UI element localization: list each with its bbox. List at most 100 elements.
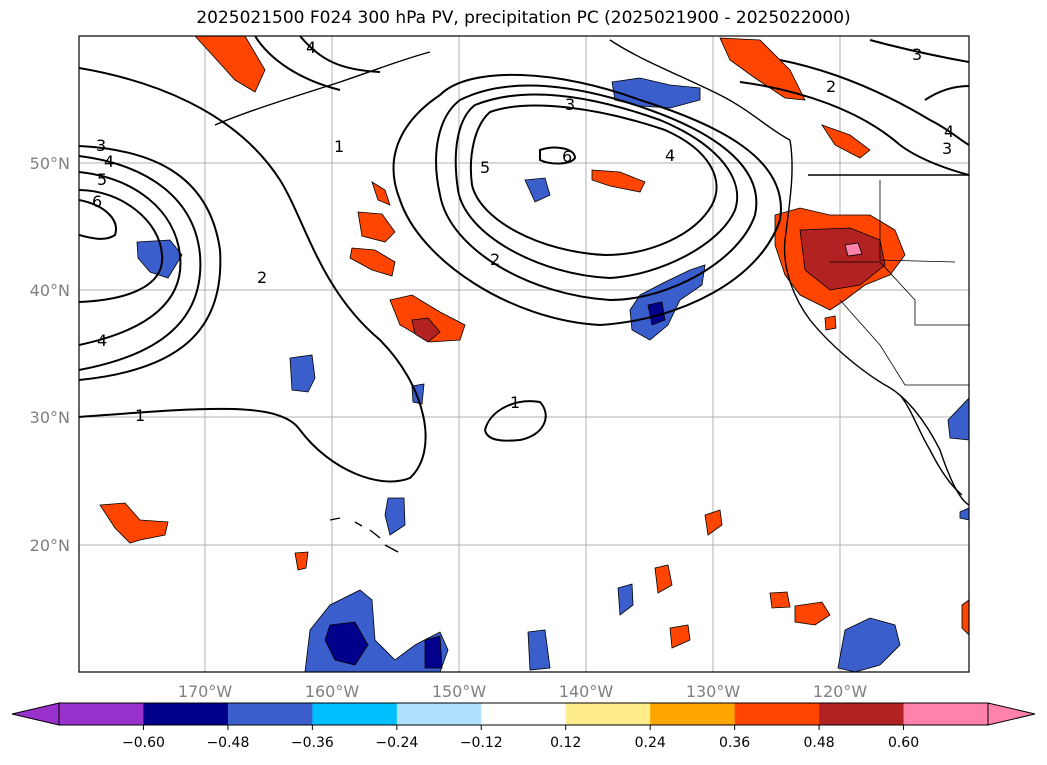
lat-label-30n: 30°N xyxy=(30,408,70,427)
state-borders-2 xyxy=(830,261,969,326)
lon-label-120w: 120°W xyxy=(813,682,868,701)
contour-label: 2 xyxy=(826,77,836,96)
colorbar-tick-label: −0.12 xyxy=(460,735,503,751)
colorbar-tick-label: 0.60 xyxy=(888,735,919,751)
contour-label: 5 xyxy=(480,158,490,177)
map-title: 2025021500 F024 300 hPa PV, precipitatio… xyxy=(196,8,851,28)
border-us-mexico xyxy=(839,299,969,386)
colorbar-tick-label: 0.12 xyxy=(550,735,581,751)
colorbar-segment xyxy=(565,703,651,725)
pv-contour-2b xyxy=(392,73,782,327)
lon-label-170w: 170°W xyxy=(178,682,233,701)
precip-blob xyxy=(289,354,316,393)
colorbar-tick-label: −0.60 xyxy=(122,735,165,751)
precip-blob xyxy=(384,497,406,536)
coastline-aleutians xyxy=(214,51,431,126)
contour-label: 1 xyxy=(135,406,145,425)
colorbar-tick-label: 0.24 xyxy=(635,735,666,751)
precip-blob-strong xyxy=(424,635,443,669)
colorbar-extend-high xyxy=(987,702,1036,726)
lon-label-140w: 140°W xyxy=(559,682,614,701)
colorbar-segment xyxy=(59,703,144,725)
contour-label: 2 xyxy=(257,268,267,287)
pv-contour-ne-2 xyxy=(779,59,969,146)
pv-contour-ne-3 xyxy=(869,39,969,63)
colorbar-segment xyxy=(227,703,313,725)
lat-label-40n: 40°N xyxy=(30,281,70,300)
coastline-baja xyxy=(899,394,963,496)
precip-blob xyxy=(136,239,183,279)
colorbar-segment xyxy=(481,703,567,725)
coastline-north-america xyxy=(783,139,969,506)
pv-contour-5 xyxy=(79,189,164,303)
precip-blob xyxy=(591,169,646,193)
precip-blob xyxy=(947,397,969,441)
colorbar-frame xyxy=(58,702,989,726)
pv-contour-6 xyxy=(79,199,117,240)
contour-label: 5 xyxy=(97,170,107,189)
colorbar-tick-label: −0.24 xyxy=(375,735,418,751)
precip-blob xyxy=(769,591,791,609)
pv-contour-ne-1 xyxy=(739,81,969,176)
colorbar-segments xyxy=(59,703,989,725)
precip-blob xyxy=(371,181,391,206)
colorbar-tick-label: −0.36 xyxy=(291,735,334,751)
pv-contour-5b xyxy=(469,104,718,257)
contour-label: 3 xyxy=(565,95,575,114)
lon-label-160w: 160°W xyxy=(305,682,360,701)
precip-blob-strong xyxy=(324,621,369,666)
coastline-hawaii xyxy=(329,517,399,553)
pv-contour-ne-4 xyxy=(924,85,969,101)
colorbar-segment xyxy=(819,703,905,725)
precip-blob xyxy=(704,509,723,536)
latitude-labels: 50°N 40°N 30°N 20°N xyxy=(30,154,70,555)
contour-label: 6 xyxy=(562,147,572,166)
colorbar: −0.60 −0.48 −0.36 −0.24 −0.12 0.12 0.24 0.36 0.4… xyxy=(11,702,1036,751)
colorbar-ticks: −0.60 −0.48 −0.36 −0.24 −0.12 0.12 0.24 0.36 0.4… xyxy=(122,725,919,751)
colorbar-segment xyxy=(312,703,398,725)
contour-labels: 3 4 5 6 4 2 1 1 2 3 4 5 6 2 3 4 4 1 3 xyxy=(92,38,954,425)
map-panel xyxy=(79,36,969,672)
precip-blob xyxy=(824,315,837,331)
precip-blob xyxy=(524,177,551,203)
precip-blob xyxy=(794,601,831,626)
precip-blob xyxy=(654,564,673,594)
precip-blob xyxy=(719,37,806,101)
contour-label: 1 xyxy=(510,393,520,412)
precip-blob xyxy=(99,502,169,544)
contour-label: 1 xyxy=(334,137,344,156)
contour-label: 3 xyxy=(96,136,106,155)
pv-contour-6b xyxy=(539,146,577,165)
precip-blob-strong xyxy=(799,227,886,291)
precip-blob xyxy=(959,507,969,521)
precip-blob xyxy=(821,124,871,159)
coastline-alaska-bc xyxy=(609,39,791,141)
colorbar-segment xyxy=(143,703,229,725)
precip-blob xyxy=(837,617,901,672)
longitude-labels: 170°W 160°W 150°W 140°W 130°W 120°W xyxy=(178,682,868,701)
precip-blob xyxy=(669,624,691,649)
lat-label-20n: 20°N xyxy=(30,536,70,555)
contour-label: 4 xyxy=(306,38,316,57)
contour-label: 4 xyxy=(944,122,954,141)
precip-blob xyxy=(961,599,969,636)
pv-contour-3b xyxy=(435,84,758,302)
pv-contour-top2 xyxy=(299,36,381,73)
coastlines xyxy=(214,39,969,553)
contour-label: 4 xyxy=(97,331,107,350)
lon-label-130w: 130°W xyxy=(686,682,741,701)
precip-blob xyxy=(349,247,396,277)
lat-label-50n: 50°N xyxy=(30,154,70,173)
map-content: 3 4 5 6 4 2 1 1 2 3 4 5 6 2 3 4 4 1 3 xyxy=(79,36,969,672)
pv-contour-4b xyxy=(454,93,739,280)
colorbar-segment xyxy=(650,703,736,725)
precip-positive-areas xyxy=(99,36,969,649)
precip-blob xyxy=(357,211,396,243)
colorbar-extend-low xyxy=(11,702,60,726)
colorbar-tick-label: 0.36 xyxy=(719,735,750,751)
lon-label-150w: 150°W xyxy=(432,682,487,701)
precip-blob xyxy=(617,583,634,616)
precip-blob xyxy=(194,36,266,93)
contour-label: 3 xyxy=(942,139,952,158)
